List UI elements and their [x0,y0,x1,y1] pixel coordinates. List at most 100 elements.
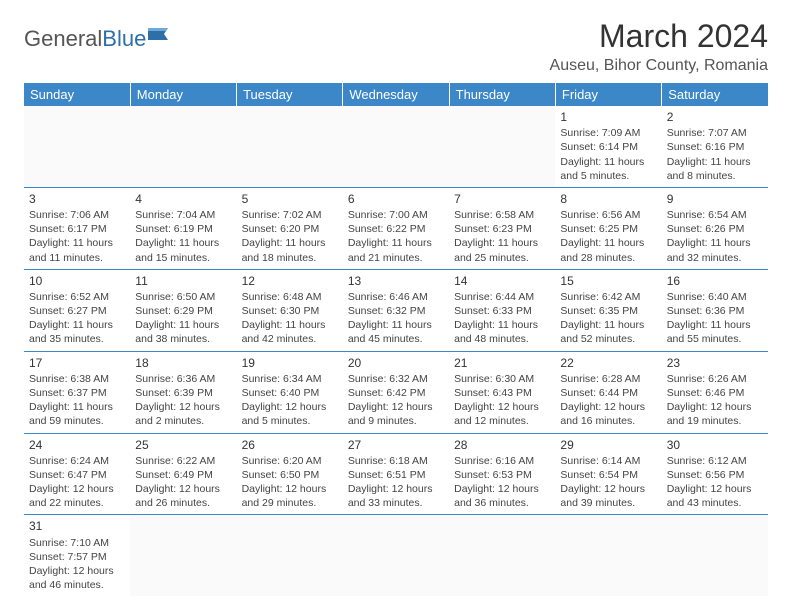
daylight-text: Daylight: 11 hours and 21 minutes. [348,236,444,264]
day-number: 23 [667,355,763,371]
sunrise-text: Sunrise: 6:20 AM [242,454,338,468]
weekday-header: Thursday [449,83,555,106]
calendar-day-cell [24,106,130,187]
sunrise-text: Sunrise: 7:10 AM [29,536,125,550]
daylight-text: Daylight: 11 hours and 18 minutes. [242,236,338,264]
sunrise-text: Sunrise: 6:40 AM [667,290,763,304]
sunset-text: Sunset: 6:43 PM [454,386,550,400]
daylight-text: Daylight: 12 hours and 36 minutes. [454,482,550,510]
daylight-text: Daylight: 11 hours and 28 minutes. [560,236,656,264]
sunset-text: Sunset: 6:14 PM [560,140,656,154]
day-number: 13 [348,273,444,289]
calendar-day-cell [237,515,343,596]
month-title: March 2024 [550,18,768,55]
calendar-day-cell: 25Sunrise: 6:22 AMSunset: 6:49 PMDayligh… [130,433,236,515]
calendar-day-cell: 19Sunrise: 6:34 AMSunset: 6:40 PMDayligh… [237,351,343,433]
sunrise-text: Sunrise: 6:16 AM [454,454,550,468]
sunrise-text: Sunrise: 6:32 AM [348,372,444,386]
sunset-text: Sunset: 7:57 PM [29,550,125,564]
logo-text-general: General [24,26,102,52]
calendar-day-cell: 15Sunrise: 6:42 AMSunset: 6:35 PMDayligh… [555,269,661,351]
sunset-text: Sunset: 6:35 PM [560,304,656,318]
day-number: 16 [667,273,763,289]
day-number: 17 [29,355,125,371]
calendar-day-cell: 27Sunrise: 6:18 AMSunset: 6:51 PMDayligh… [343,433,449,515]
sunrise-text: Sunrise: 7:02 AM [242,208,338,222]
day-number: 26 [242,437,338,453]
calendar-day-cell: 1Sunrise: 7:09 AMSunset: 6:14 PMDaylight… [555,106,661,187]
sunset-text: Sunset: 6:26 PM [667,222,763,236]
daylight-text: Daylight: 12 hours and 39 minutes. [560,482,656,510]
header: GeneralBlue March 2024 Auseu, Bihor Coun… [24,18,768,75]
calendar-day-cell: 30Sunrise: 6:12 AMSunset: 6:56 PMDayligh… [662,433,768,515]
weekday-header-row: Sunday Monday Tuesday Wednesday Thursday… [24,83,768,106]
daylight-text: Daylight: 12 hours and 2 minutes. [135,400,231,428]
day-number: 5 [242,191,338,207]
calendar-day-cell: 31Sunrise: 7:10 AMSunset: 7:57 PMDayligh… [24,515,130,596]
sunrise-text: Sunrise: 6:48 AM [242,290,338,304]
title-block: March 2024 Auseu, Bihor County, Romania [550,18,768,75]
day-number: 28 [454,437,550,453]
calendar-day-cell: 28Sunrise: 6:16 AMSunset: 6:53 PMDayligh… [449,433,555,515]
sunset-text: Sunset: 6:39 PM [135,386,231,400]
sunrise-text: Sunrise: 7:07 AM [667,126,763,140]
daylight-text: Daylight: 12 hours and 26 minutes. [135,482,231,510]
daylight-text: Daylight: 11 hours and 32 minutes. [667,236,763,264]
calendar-day-cell: 16Sunrise: 6:40 AMSunset: 6:36 PMDayligh… [662,269,768,351]
day-number: 3 [29,191,125,207]
day-number: 6 [348,191,444,207]
day-number: 24 [29,437,125,453]
daylight-text: Daylight: 11 hours and 59 minutes. [29,400,125,428]
sunset-text: Sunset: 6:23 PM [454,222,550,236]
calendar-day-cell: 3Sunrise: 7:06 AMSunset: 6:17 PMDaylight… [24,187,130,269]
calendar-day-cell [130,515,236,596]
day-number: 29 [560,437,656,453]
location: Auseu, Bihor County, Romania [550,57,768,75]
day-number: 30 [667,437,763,453]
sunset-text: Sunset: 6:54 PM [560,468,656,482]
sunset-text: Sunset: 6:37 PM [29,386,125,400]
calendar-day-cell: 22Sunrise: 6:28 AMSunset: 6:44 PMDayligh… [555,351,661,433]
sunrise-text: Sunrise: 6:24 AM [29,454,125,468]
calendar-day-cell: 29Sunrise: 6:14 AMSunset: 6:54 PMDayligh… [555,433,661,515]
calendar-day-cell: 2Sunrise: 7:07 AMSunset: 6:16 PMDaylight… [662,106,768,187]
daylight-text: Daylight: 11 hours and 11 minutes. [29,236,125,264]
calendar-day-cell: 6Sunrise: 7:00 AMSunset: 6:22 PMDaylight… [343,187,449,269]
sunset-text: Sunset: 6:16 PM [667,140,763,154]
sunrise-text: Sunrise: 6:12 AM [667,454,763,468]
calendar-week-row: 3Sunrise: 7:06 AMSunset: 6:17 PMDaylight… [24,187,768,269]
sunset-text: Sunset: 6:56 PM [667,468,763,482]
sunset-text: Sunset: 6:49 PM [135,468,231,482]
sunrise-text: Sunrise: 6:28 AM [560,372,656,386]
sunrise-text: Sunrise: 6:58 AM [454,208,550,222]
sunrise-text: Sunrise: 6:56 AM [560,208,656,222]
sunrise-text: Sunrise: 6:38 AM [29,372,125,386]
sunset-text: Sunset: 6:22 PM [348,222,444,236]
sunrise-text: Sunrise: 7:00 AM [348,208,444,222]
calendar-day-cell [237,106,343,187]
daylight-text: Daylight: 12 hours and 5 minutes. [242,400,338,428]
calendar-day-cell [343,106,449,187]
day-number: 18 [135,355,231,371]
sunset-text: Sunset: 6:33 PM [454,304,550,318]
calendar-day-cell: 11Sunrise: 6:50 AMSunset: 6:29 PMDayligh… [130,269,236,351]
calendar-day-cell: 14Sunrise: 6:44 AMSunset: 6:33 PMDayligh… [449,269,555,351]
daylight-text: Daylight: 12 hours and 22 minutes. [29,482,125,510]
sunrise-text: Sunrise: 7:06 AM [29,208,125,222]
sunset-text: Sunset: 6:25 PM [560,222,656,236]
weekday-header: Saturday [662,83,768,106]
calendar-day-cell: 18Sunrise: 6:36 AMSunset: 6:39 PMDayligh… [130,351,236,433]
weekday-header: Monday [130,83,236,106]
day-number: 15 [560,273,656,289]
day-number: 7 [454,191,550,207]
sunset-text: Sunset: 6:53 PM [454,468,550,482]
sunset-text: Sunset: 6:29 PM [135,304,231,318]
daylight-text: Daylight: 12 hours and 16 minutes. [560,400,656,428]
daylight-text: Daylight: 11 hours and 48 minutes. [454,318,550,346]
sunset-text: Sunset: 6:30 PM [242,304,338,318]
calendar-week-row: 24Sunrise: 6:24 AMSunset: 6:47 PMDayligh… [24,433,768,515]
day-number: 21 [454,355,550,371]
day-number: 31 [29,518,125,534]
sunset-text: Sunset: 6:46 PM [667,386,763,400]
calendar-day-cell: 8Sunrise: 6:56 AMSunset: 6:25 PMDaylight… [555,187,661,269]
